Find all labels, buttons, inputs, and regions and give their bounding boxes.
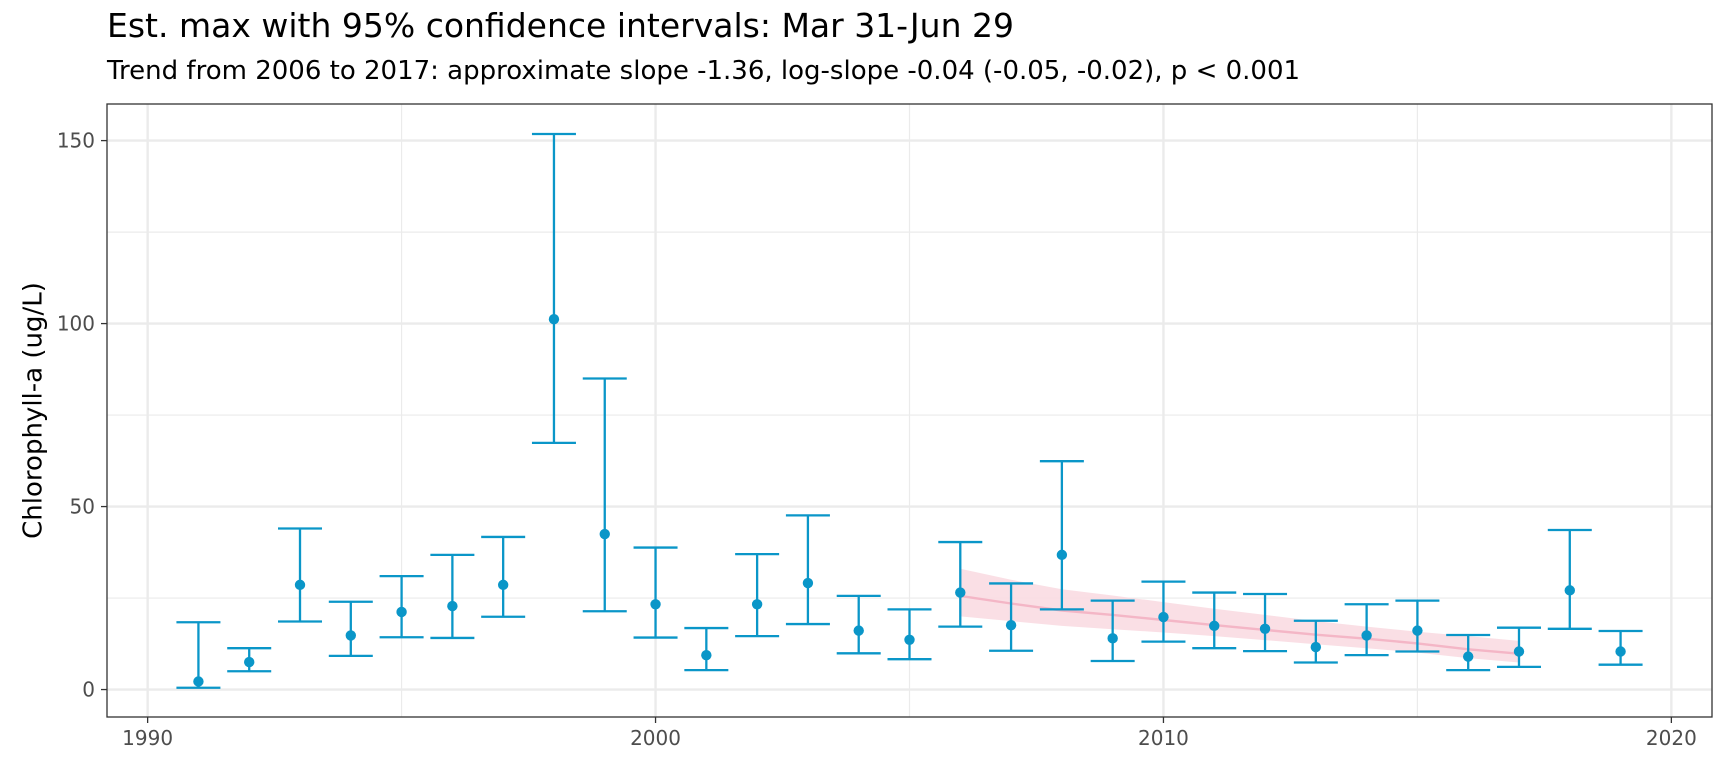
error-bar <box>836 594 881 655</box>
data-point <box>294 579 306 591</box>
data-point <box>904 634 915 645</box>
error-bar <box>1344 603 1389 657</box>
y-tick-label: 50 <box>70 495 95 519</box>
chart-title: Est. max with 95% confidence intervals: … <box>107 6 1014 45</box>
data-points <box>193 313 1626 687</box>
data-point <box>751 599 763 610</box>
error-bar <box>582 377 627 613</box>
data-point <box>650 599 661 610</box>
data-point <box>1361 630 1372 641</box>
x-tick-label: 2010 <box>1138 726 1189 750</box>
error-bar <box>379 574 424 639</box>
error-bar <box>735 552 780 638</box>
error-bars <box>176 132 1643 689</box>
x-tick-label: 2020 <box>1646 726 1697 750</box>
data-point <box>1615 646 1626 657</box>
y-axis-label: Chlorophyll-a (ug/L) <box>19 282 49 539</box>
error-bar <box>328 600 373 658</box>
data-point <box>345 630 356 641</box>
error-bar <box>481 535 526 618</box>
data-point <box>1005 619 1017 631</box>
data-point <box>1412 625 1423 636</box>
data-point <box>396 606 407 618</box>
data-point <box>447 600 458 612</box>
data-point <box>802 577 814 589</box>
data-point <box>1463 651 1474 662</box>
data-point <box>1259 623 1271 635</box>
chart-subtitle: Trend from 2006 to 2017: approximate slo… <box>107 56 1301 86</box>
data-point <box>548 313 560 325</box>
data-point <box>497 579 509 591</box>
y-tick-label: 100 <box>57 312 95 336</box>
error-bar <box>785 514 830 626</box>
data-point <box>1513 646 1525 657</box>
axis-ticks: 0 50 100 150 1990 2000 2010 2020 <box>57 129 1697 750</box>
y-tick-label: 150 <box>57 129 95 153</box>
x-tick-label: 2000 <box>630 726 681 750</box>
data-point <box>1209 620 1220 632</box>
data-point <box>1158 611 1169 623</box>
error-bar <box>1090 599 1135 663</box>
data-point <box>1310 641 1322 653</box>
trend-confidence-band-group <box>960 568 1519 663</box>
panel-border <box>106 103 1713 718</box>
error-bar <box>1547 528 1592 630</box>
error-bar <box>633 546 678 639</box>
error-bar <box>887 608 932 661</box>
error-bar <box>989 582 1034 652</box>
error-bar <box>430 553 475 640</box>
error-bar <box>684 626 729 672</box>
data-point <box>1107 633 1118 644</box>
data-point <box>1564 585 1575 596</box>
error-bar <box>1192 591 1237 650</box>
error-bar <box>278 527 323 623</box>
data-point <box>193 676 204 687</box>
x-tick-label: 1990 <box>122 726 173 750</box>
error-bar <box>1141 580 1186 643</box>
error-bar <box>1293 619 1338 664</box>
data-point <box>1056 549 1068 561</box>
data-point <box>701 649 712 661</box>
error-bar <box>938 540 983 628</box>
data-point <box>599 528 610 540</box>
y-tick-label: 0 <box>82 678 95 702</box>
data-point <box>955 587 966 598</box>
data-point <box>244 656 255 668</box>
data-point <box>853 625 864 636</box>
error-bar <box>1243 592 1288 653</box>
error-bar <box>531 132 576 445</box>
trend-confidence-band <box>960 568 1519 663</box>
error-bar <box>1039 460 1084 611</box>
